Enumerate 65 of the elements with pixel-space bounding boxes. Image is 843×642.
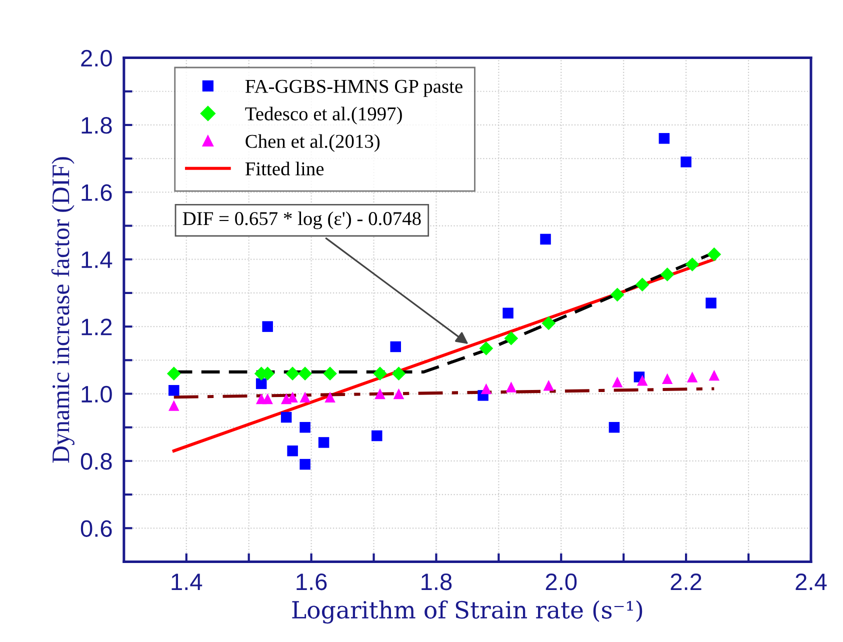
point [300,458,310,470]
x-tick-label: 2.2 [670,573,702,590]
point [658,133,670,144]
point [608,422,620,433]
x-tick-label: 1.6 [296,573,327,590]
point [686,372,698,382]
legend-label: Fitted line [245,162,324,176]
point [323,366,337,381]
point [635,278,650,292]
y-tick-label: 0.6 [80,520,112,537]
legend-label: Chen et al.(2013) [246,134,380,152]
x-tick-label: 1.4 [172,574,202,590]
point [287,445,298,456]
point [685,257,700,272]
point [280,412,292,423]
point [480,383,492,394]
legend-label: FA-GGBS-HMNS GP paste [245,80,462,97]
x-axis-title: Logarithm of Strain rate (s⁻¹) [292,600,642,624]
point [542,316,556,330]
point [298,366,312,381]
point [708,370,720,381]
point [662,373,673,384]
point [707,247,722,262]
point [479,341,494,356]
point [390,341,401,352]
point [373,366,387,381]
point [372,430,382,442]
y-axis-title: Dynamic increase factor (DIF) [51,157,74,463]
point [680,156,692,168]
point [168,400,180,411]
y-tick-label: 1.2 [82,318,112,336]
point [543,380,554,391]
point [262,321,273,332]
point [318,437,330,448]
point [374,388,386,400]
point [706,298,716,308]
y-tick-label: 1.0 [82,386,112,403]
point [300,422,310,433]
point [262,393,273,404]
y-tick-label: 1.8 [82,117,112,134]
point [286,366,300,381]
point [660,268,674,282]
y-tick-label: 1.4 [82,252,112,268]
point [506,382,517,392]
annotation: DIF = 0.657 * log (ε') - 0.0748 [182,211,421,230]
point [324,392,336,402]
point [502,308,514,319]
x-tick-label: 2.0 [546,573,577,590]
point [256,378,267,390]
point [392,366,406,381]
point [393,388,404,400]
point [610,288,624,302]
point [636,374,648,386]
y-tick-label: 2.0 [81,50,112,67]
point [504,331,518,346]
x-tick-label: 2.4 [796,573,827,590]
x-tick-label: 1.8 [422,573,452,590]
point [540,234,551,245]
y-tick-label: 0.8 [80,453,112,470]
point [166,366,181,381]
point [168,385,180,396]
y-tick-label: 1.6 [82,184,112,201]
point [300,392,310,402]
point [612,376,623,388]
legend-label: Tedesco et al.(1997) [245,106,402,124]
